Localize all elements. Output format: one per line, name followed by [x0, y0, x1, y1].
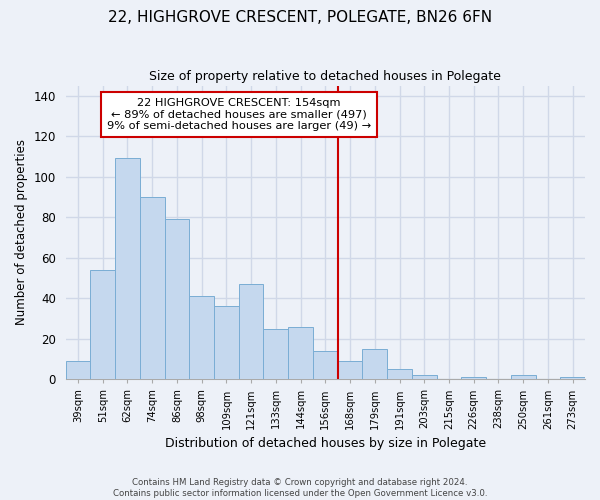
Bar: [461, 377, 486, 380]
Bar: [412, 375, 437, 380]
Bar: [560, 377, 585, 380]
Text: 22, HIGHGROVE CRESCENT, POLEGATE, BN26 6FN: 22, HIGHGROVE CRESCENT, POLEGATE, BN26 6…: [108, 10, 492, 25]
Bar: [65, 361, 91, 380]
Bar: [91, 270, 115, 380]
Bar: [263, 328, 288, 380]
Bar: [511, 375, 536, 380]
Bar: [288, 326, 313, 380]
Bar: [115, 158, 140, 380]
Text: Contains HM Land Registry data © Crown copyright and database right 2024.
Contai: Contains HM Land Registry data © Crown c…: [113, 478, 487, 498]
Bar: [387, 369, 412, 380]
Bar: [214, 306, 239, 380]
Bar: [362, 349, 387, 380]
X-axis label: Distribution of detached houses by size in Polegate: Distribution of detached houses by size …: [165, 437, 486, 450]
Y-axis label: Number of detached properties: Number of detached properties: [15, 140, 28, 326]
Bar: [313, 351, 338, 380]
Text: 22 HIGHGROVE CRESCENT: 154sqm
← 89% of detached houses are smaller (497)
9% of s: 22 HIGHGROVE CRESCENT: 154sqm ← 89% of d…: [107, 98, 371, 131]
Title: Size of property relative to detached houses in Polegate: Size of property relative to detached ho…: [149, 70, 501, 83]
Bar: [338, 361, 362, 380]
Bar: [164, 219, 190, 380]
Bar: [190, 296, 214, 380]
Bar: [239, 284, 263, 380]
Bar: [140, 197, 164, 380]
